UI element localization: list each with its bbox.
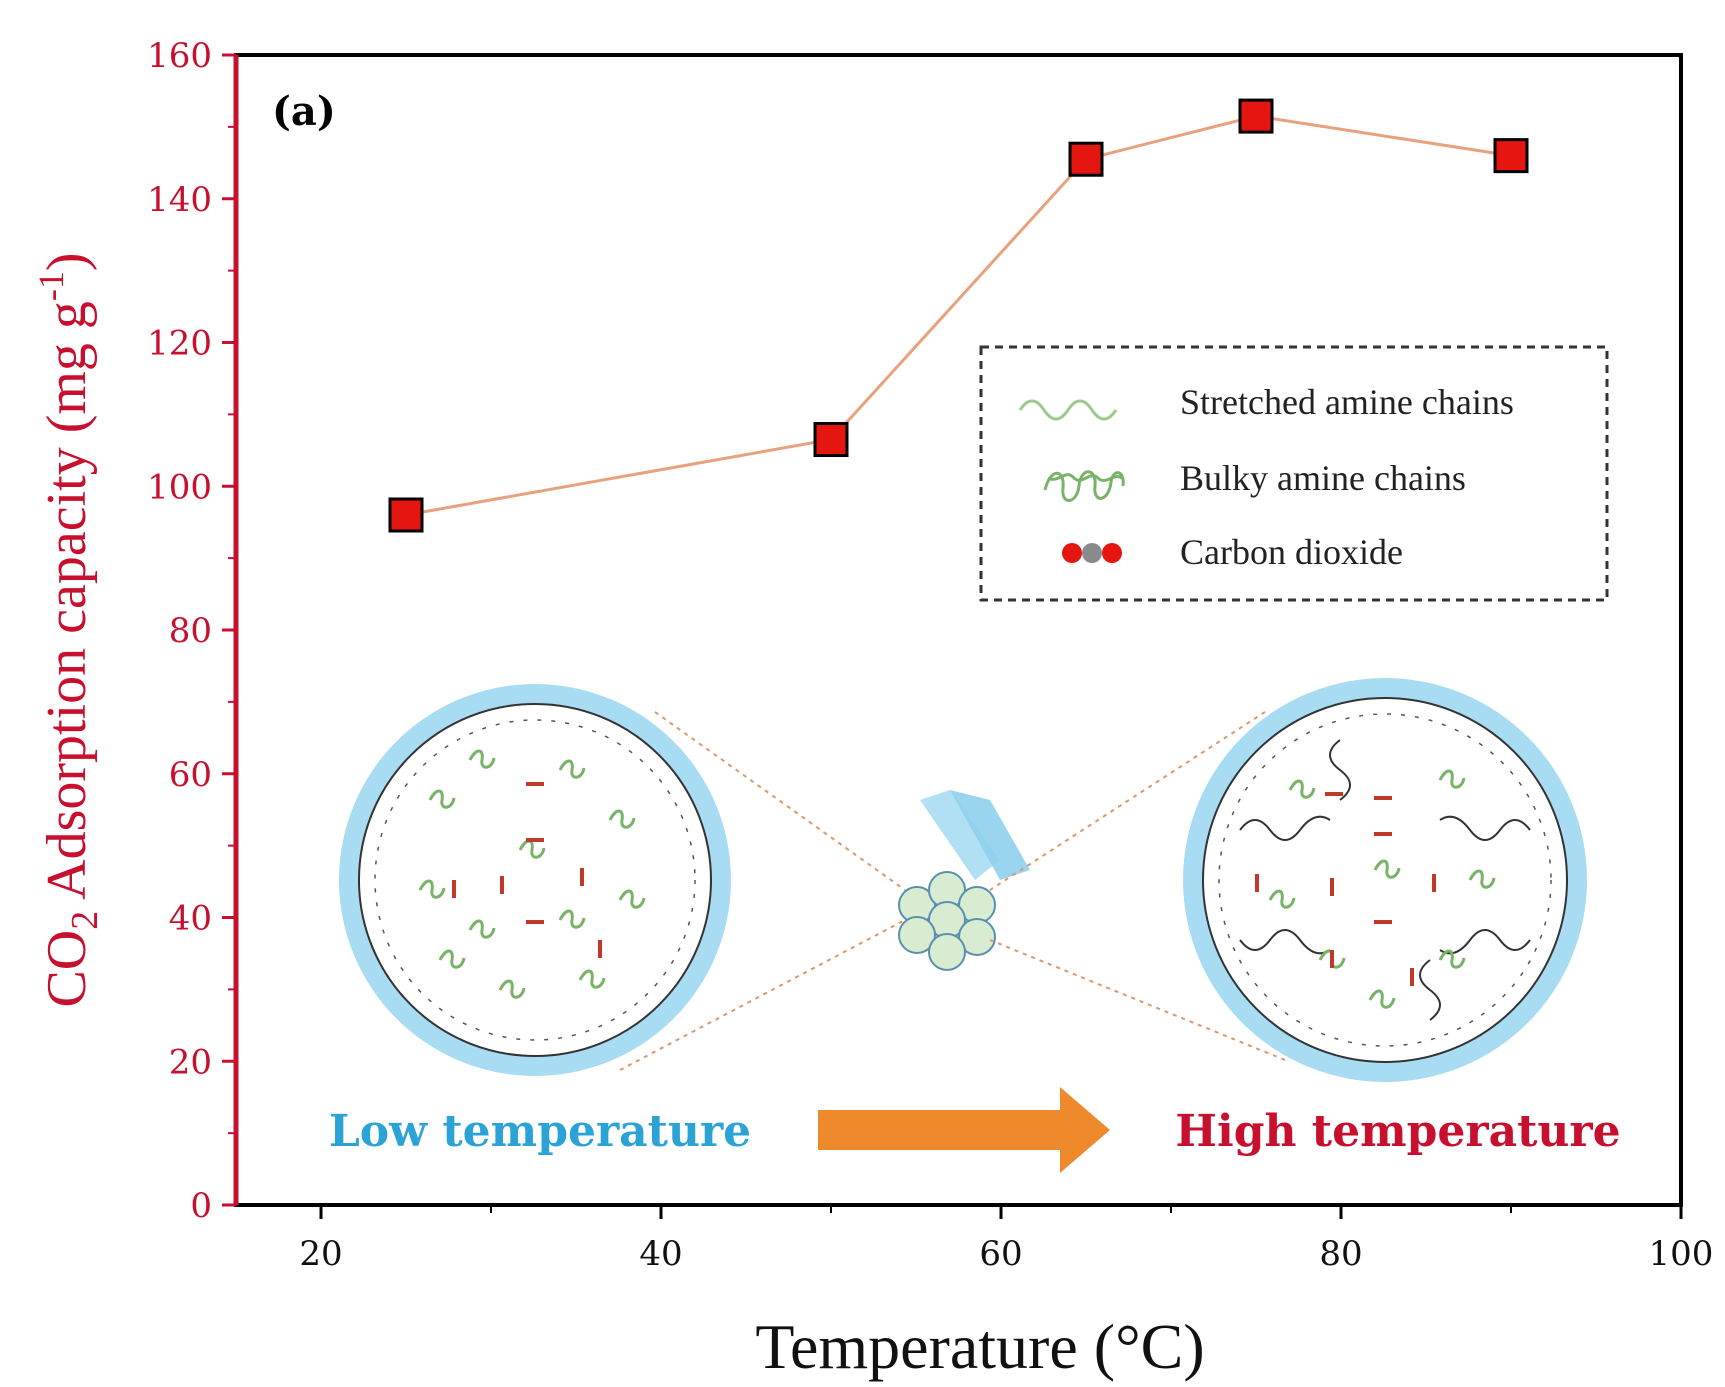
x-tick-label: 40	[639, 1234, 682, 1274]
y-ticks: 0 20 40 60 80 100 120 140 160	[147, 36, 236, 1226]
rod-bundle-illustration	[898, 790, 1030, 971]
y-axis-title-suffix: )	[36, 252, 98, 271]
data-point-marker	[1238, 98, 1274, 134]
y-tick-label: 40	[169, 899, 212, 939]
co2-molecule-icon	[1062, 543, 1122, 563]
data-point-marker	[813, 422, 849, 458]
series-markers	[388, 98, 1529, 533]
y-axis-title-prefix: CO	[36, 930, 98, 1008]
x-tick-label: 80	[1319, 1234, 1362, 1274]
legend-label-bulky: Bulky amine chains	[1180, 458, 1466, 498]
legend-label-co2: Carbon dioxide	[1180, 532, 1403, 572]
y-tick-label: 0	[190, 1186, 212, 1226]
high-temperature-pore-illustration	[1183, 678, 1587, 1082]
y-tick-label: 80	[169, 611, 212, 651]
zoom-guide-lines	[619, 711, 1286, 1071]
wavy-line-icon	[1018, 399, 1118, 421]
x-tick-label: 100	[1649, 1234, 1714, 1274]
coil-icon	[1043, 470, 1125, 502]
y-axis-title-subscript: 2	[64, 911, 106, 930]
data-point-marker	[1493, 138, 1529, 174]
y-tick-label: 140	[147, 180, 212, 220]
y-axis-title-main: Adsorption capacity (mg g	[36, 301, 98, 911]
data-point-marker	[388, 497, 424, 533]
y-axis-title-superscript: -1	[31, 271, 71, 301]
low-temperature-pore-illustration	[339, 684, 731, 1076]
y-tick-label: 20	[169, 1042, 212, 1082]
low-temperature-label: Low temperature	[329, 1106, 751, 1157]
x-axis-title: Temperature (°C)	[755, 1311, 1204, 1382]
temperature-arrow	[818, 1087, 1110, 1173]
legend: Stretched amine chains Bulky amine chain…	[979, 345, 1609, 602]
y-tick-label: 100	[147, 467, 212, 507]
y-tick-label: 60	[169, 755, 212, 795]
y-tick-label: 160	[147, 36, 212, 76]
x-tick-label: 60	[979, 1234, 1022, 1274]
legend-label-stretched: Stretched amine chains	[1180, 382, 1514, 422]
data-point-marker	[1068, 141, 1104, 177]
high-temperature-label: High temperature	[1175, 1106, 1620, 1157]
y-tick-label: 120	[147, 324, 212, 364]
x-tick-label: 20	[299, 1234, 342, 1274]
x-ticks: 20 40 60 80 100	[299, 1205, 1713, 1274]
panel-label: (a)	[272, 88, 336, 135]
y-axis-title: CO2 Adsorption capacity (mg g-1)	[31, 252, 106, 1007]
